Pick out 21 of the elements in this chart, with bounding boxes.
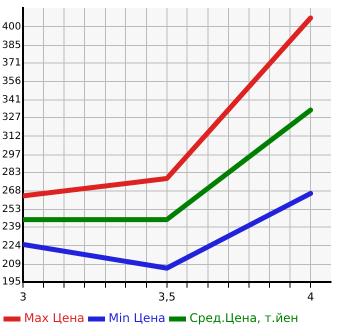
- legend-label: Max Цена: [24, 311, 85, 326]
- x-tick-label: 3,5: [158, 290, 176, 304]
- y-tick-label: 385: [2, 40, 22, 51]
- x-tick-label: 3: [20, 290, 27, 304]
- y-tick-label: 356: [2, 76, 22, 88]
- y-tick-label: 371: [2, 57, 22, 68]
- y-tick-label: 312: [2, 130, 22, 142]
- y-tick-label: 253: [2, 204, 22, 216]
- y-tick-label: 239: [2, 222, 22, 233]
- y-tick-label: 209: [2, 258, 22, 270]
- y-tick-label: 195: [2, 276, 22, 288]
- y-tick-label: 341: [2, 94, 22, 106]
- x-tick-label: 4: [307, 290, 314, 304]
- y-tick-label: 400: [2, 21, 22, 32]
- y-tick-label: 268: [2, 186, 22, 197]
- y-tick-label: 224: [2, 240, 22, 252]
- y-tick-label: 297: [2, 149, 22, 160]
- y-tick-label: 327: [2, 112, 22, 124]
- legend-label: Min Цена: [108, 311, 166, 326]
- legend-label: Сред.Цена, т.йен: [190, 311, 298, 326]
- y-tick-label: 283: [2, 166, 22, 178]
